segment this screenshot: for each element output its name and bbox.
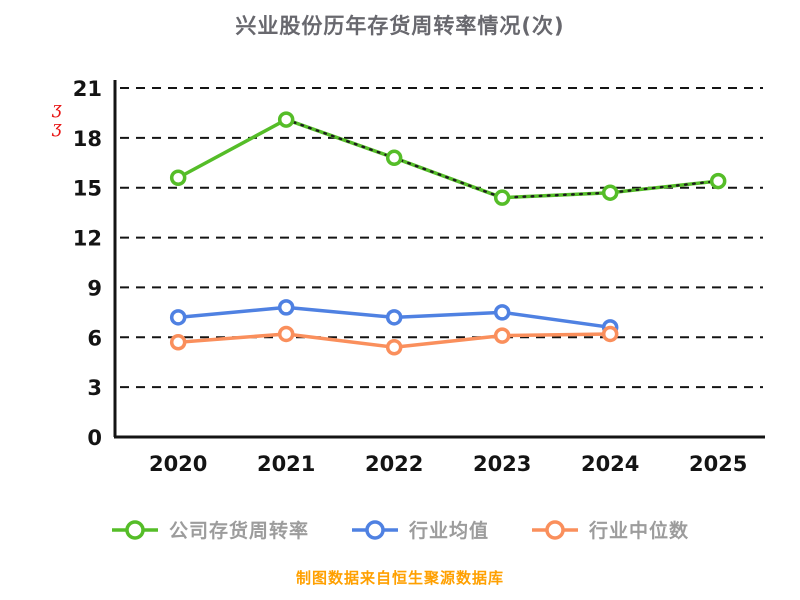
series-1	[169, 299, 619, 336]
legend-label-industry-median: 行业中位数	[589, 520, 690, 542]
svg-text:6: 6	[87, 326, 102, 350]
svg-text:18: 18	[73, 127, 102, 151]
series-0	[169, 111, 727, 206]
svg-text:9: 9	[87, 276, 102, 300]
svg-text:2020: 2020	[149, 452, 207, 476]
chart-legend: 公司存货周转率 行业均值 行业中位数	[0, 516, 800, 543]
svg-text:15: 15	[73, 177, 102, 201]
legend-item-company: 公司存货周转率	[111, 516, 309, 543]
svg-text:21: 21	[73, 77, 102, 101]
company-series-marker-icon	[111, 519, 158, 540]
svg-text:2021: 2021	[257, 452, 315, 476]
svg-text:3: 3	[87, 376, 102, 400]
legend-item-industry-median: 行业中位数	[531, 516, 689, 543]
legend-label-industry-mean: 行业均值	[408, 520, 489, 542]
svg-text:2022: 2022	[365, 452, 423, 476]
svg-text:0: 0	[87, 426, 102, 450]
y-axis-tick-labels: 0 3 6 9 12 15 18 21	[73, 77, 102, 450]
line-chart: 0 3 6 9 12 15 18 21 2020 2021 2022 2023 2024 2025	[73, 77, 765, 476]
industry-median-series-marker-icon	[532, 519, 578, 540]
series-2	[169, 325, 619, 356]
x-axis-tick-labels: 2020 2021 2022 2023 2024 2025	[149, 452, 747, 476]
svg-text:2025: 2025	[689, 452, 747, 476]
data-source-note: 制图数据来自恒生聚源数据库	[295, 569, 504, 587]
svg-text:2023: 2023	[473, 452, 531, 476]
red-scribble-annotation: ʒʒ	[52, 99, 62, 138]
svg-text:2024: 2024	[581, 452, 639, 476]
svg-text:12: 12	[73, 227, 102, 251]
industry-mean-series-marker-icon	[351, 519, 398, 540]
legend-label-company: 公司存货周转率	[168, 520, 309, 542]
chart-title: 兴业股份历年存货周转率情况(次)	[235, 14, 565, 38]
axes	[113, 80, 765, 439]
legend-item-industry-mean: 行业均值	[351, 516, 489, 543]
